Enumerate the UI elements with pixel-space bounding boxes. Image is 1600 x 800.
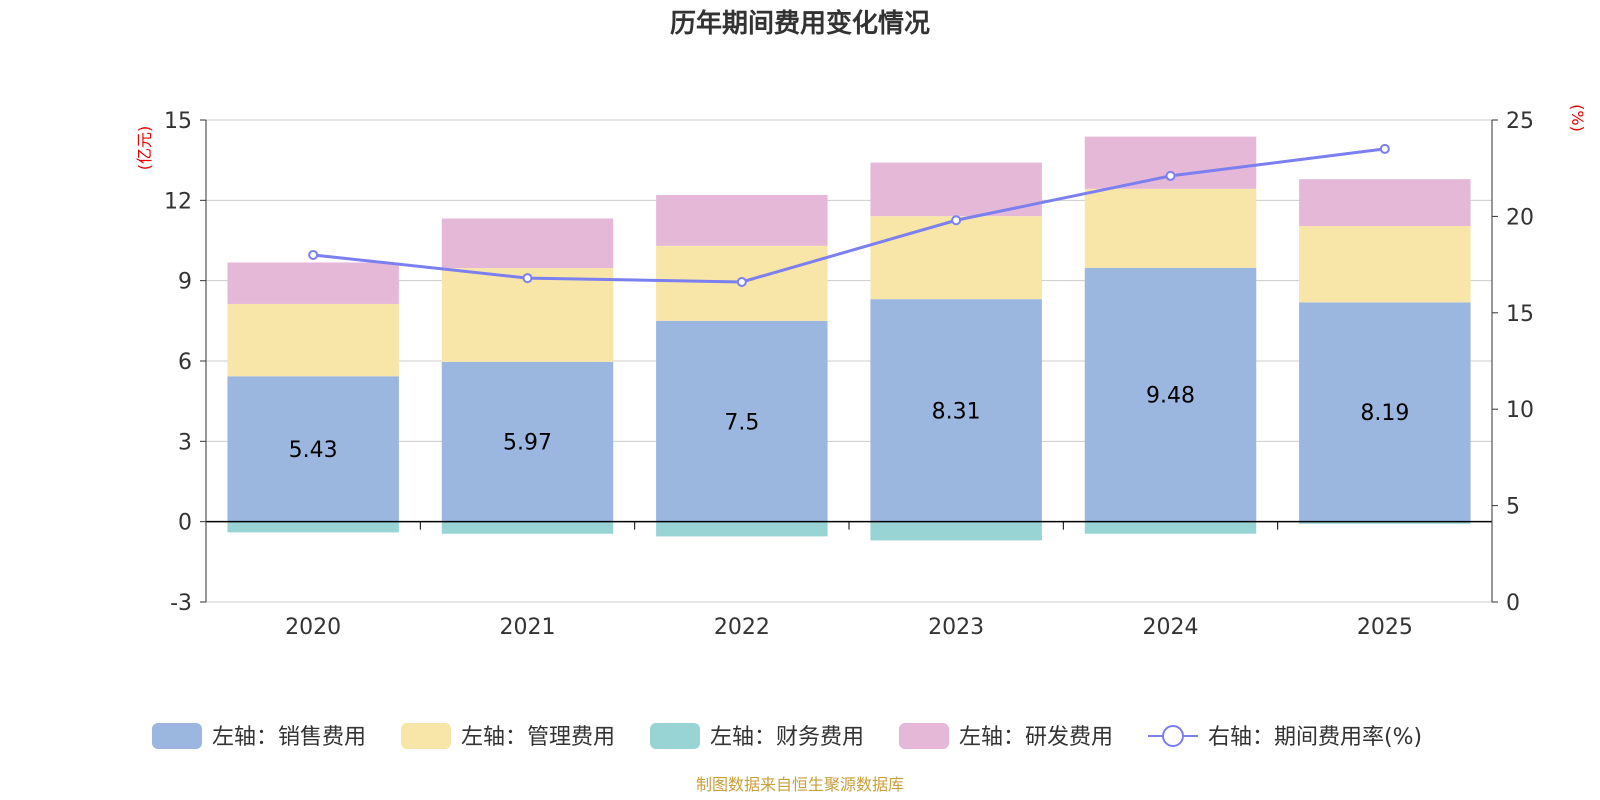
legend-swatch-1	[401, 723, 451, 749]
legend-label: 左轴：销售费用	[212, 725, 366, 750]
bar-segment-s1-2020	[227, 303, 399, 377]
legend-swatch-marker	[1162, 725, 1184, 747]
x-axis-label: 2022	[714, 615, 770, 640]
legend-swatch-2	[650, 723, 700, 749]
rate-point-2025	[1379, 143, 1390, 154]
left-axis-tick-label: 6	[178, 350, 192, 375]
legend-swatch-0	[152, 723, 202, 749]
rate-point-2020	[308, 249, 319, 260]
right-axis-tick-label: 25	[1506, 109, 1534, 134]
bar-segment-s2-2022	[656, 521, 828, 537]
bar-value-label: 7.5	[724, 410, 759, 435]
left-axis-unit: (亿元)	[135, 126, 154, 171]
left-axis-tick-label: 0	[178, 511, 192, 536]
bar-segment-s3-2025	[1299, 179, 1471, 227]
bar-segment-s2-2024	[1084, 521, 1257, 534]
right-axis-tick-label: 5	[1506, 495, 1520, 520]
chart-title: 历年期间费用变化情况	[670, 8, 930, 39]
rate-point-2021	[522, 273, 533, 284]
x-axis-label: 2025	[1357, 615, 1413, 640]
legend-swatch-3	[899, 723, 949, 749]
right-axis-tick-label: 15	[1506, 302, 1534, 327]
legend: 左轴：销售费用 左轴：管理费用 左轴：财务费用 左轴：研发费用 右轴：期间费用率(%)	[152, 723, 1422, 750]
bar-value-label: 5.97	[503, 431, 552, 456]
legend-label: 右轴：期间费用率(%)	[1208, 725, 1422, 750]
data-labels: 5.43 5.97 7.5 8.31 9.48 8.19	[289, 384, 1410, 463]
rate-line	[313, 147, 1386, 284]
x-axis-label: 2021	[500, 615, 556, 640]
bar-segment-s0-2021	[441, 361, 614, 522]
left-axis-tick-label: 15	[164, 109, 192, 134]
left-axis-tick-label: 3	[178, 430, 192, 455]
left-axis-tick-label: -3	[170, 591, 192, 616]
bar-segment-s0-2025	[1299, 302, 1471, 522]
x-axis-label: 2020	[285, 615, 341, 640]
bar-segment-s3-2020	[227, 262, 399, 304]
right-axis-tick-label: 20	[1506, 205, 1534, 230]
bar-segment-s2-2020	[227, 521, 399, 533]
bar-series	[227, 136, 1471, 541]
bar-segment-s0-2024	[1084, 267, 1257, 522]
left-axis-tick-label: 9	[178, 270, 192, 295]
bar-segment-s1-2025	[1299, 226, 1471, 303]
right-axis-tick-label: 10	[1506, 398, 1534, 423]
bar-segment-s2-2023	[870, 521, 1042, 541]
bar-value-label: 8.31	[932, 399, 981, 424]
left-axis-tick-label: 12	[164, 189, 192, 214]
bar-segment-s0-2022	[656, 320, 828, 522]
rate-point-2023	[951, 215, 962, 226]
bar-segment-s1-2024	[1084, 188, 1257, 268]
source-note: 制图数据来自恒生聚源数据库	[696, 775, 904, 794]
bar-segment-s2-2025	[1299, 521, 1471, 524]
legend-label: 左轴：财务费用	[710, 725, 864, 750]
legend-label: 左轴：研发费用	[959, 725, 1113, 750]
rate-line-series	[308, 143, 1390, 287]
x-axis-label: 2023	[928, 615, 984, 640]
rate-point-2022	[736, 276, 747, 287]
bar-value-label: 5.43	[289, 438, 338, 463]
bar-segment-s3-2024	[1084, 136, 1257, 189]
rate-point-2024	[1165, 170, 1176, 181]
bar-segment-s1-2021	[441, 268, 614, 362]
right-axis-unit: (%)	[1568, 104, 1587, 132]
bar-segment-s0-2020	[227, 376, 399, 522]
bar-segment-s3-2021	[441, 218, 614, 269]
bar-segment-s2-2021	[441, 521, 614, 534]
bar-segment-s3-2022	[656, 194, 828, 246]
bar-value-label: 9.48	[1146, 384, 1195, 409]
bar-segment-s0-2023	[870, 299, 1042, 522]
bar-value-label: 8.19	[1360, 401, 1409, 426]
bar-segment-s1-2023	[870, 216, 1042, 300]
legend-label: 左轴：管理费用	[461, 725, 615, 750]
right-axis-tick-label: 0	[1506, 591, 1520, 616]
x-axis-label: 2024	[1143, 615, 1199, 640]
